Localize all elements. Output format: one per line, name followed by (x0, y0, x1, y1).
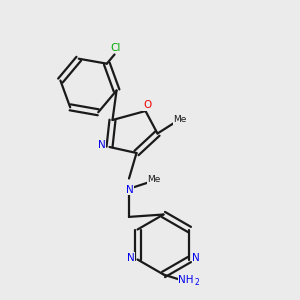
Text: N: N (192, 253, 200, 263)
Text: Cl: Cl (111, 43, 121, 53)
Text: Me: Me (147, 175, 161, 184)
Text: Me: Me (173, 116, 187, 124)
Text: 2: 2 (194, 278, 199, 287)
Text: N: N (127, 253, 135, 263)
Text: NH: NH (178, 275, 194, 285)
Text: O: O (143, 100, 151, 110)
Text: N: N (98, 140, 106, 151)
Text: N: N (126, 185, 134, 195)
